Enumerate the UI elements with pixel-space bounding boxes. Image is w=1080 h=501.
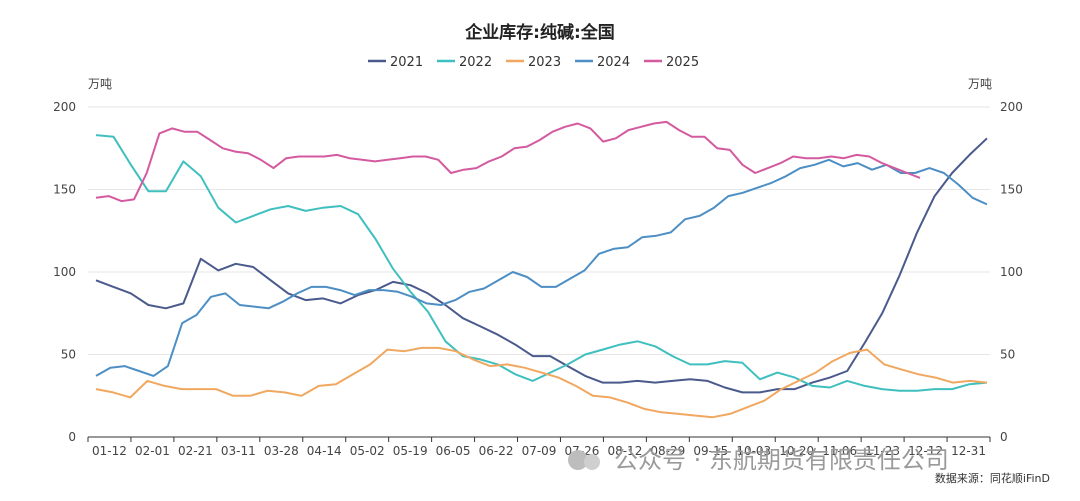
x-tick-label-03-11: 03-11 — [221, 444, 256, 458]
x-tick-label-10-03: 10-03 — [736, 444, 771, 458]
x-tick-label-01-12: 01-12 — [92, 444, 127, 458]
x-tick-label-02-01: 02-01 — [135, 444, 170, 458]
legend: 2021 2022 2023 2024 2025 — [368, 55, 699, 70]
y-tick-right-100: 100 — [1000, 265, 1023, 279]
data-source: 数据来源：同花顺iFinD — [935, 471, 1050, 485]
legend-item-2024: 2024 — [575, 55, 630, 70]
watermark-text: 公众号 · 东航期货有限责任公司 — [614, 446, 949, 474]
series-line-2024 — [95, 158, 988, 377]
y-tick-right-50: 50 — [1000, 348, 1015, 362]
x-tick-label-08-29: 08-29 — [650, 444, 685, 458]
legend-label-2024: 2024 — [597, 55, 630, 70]
x-tick-label-05-02: 05-02 — [350, 444, 385, 458]
legend-label-2023: 2023 — [528, 55, 561, 70]
legend-item-2022: 2022 — [437, 55, 492, 70]
legend-item-2021: 2021 — [368, 55, 423, 70]
x-tick-label-12-12: 12-12 — [908, 444, 943, 458]
x-tick-label-02-21: 02-21 — [178, 444, 213, 458]
legend-label-2022: 2022 — [459, 55, 492, 70]
x-tick-label-11-23: 11-23 — [865, 444, 900, 458]
series-lines — [95, 120, 988, 419]
series-line-2022 — [95, 134, 988, 392]
x-tick-label-10-20: 10-20 — [779, 444, 814, 458]
grid-lines — [88, 106, 990, 355]
y-tick-right-200: 200 — [1000, 100, 1023, 114]
series-line-2025 — [95, 120, 921, 203]
x-tick-label-05-19: 05-19 — [393, 444, 428, 458]
x-tick-label-07-09: 07-09 — [522, 444, 557, 458]
y-tick-left-0: 0 — [68, 430, 76, 444]
x-tick-label-06-22: 06-22 — [479, 444, 514, 458]
y-unit-left: 万吨 — [88, 77, 112, 91]
y-axis-ticks: 0 0 50 50 100 100 150 150 200 200 — [53, 100, 1023, 444]
y-tick-right-0: 0 — [1000, 430, 1008, 444]
x-tick-label-11-06: 11-06 — [822, 444, 857, 458]
legend-label-2021: 2021 — [390, 55, 423, 70]
legend-item-2023: 2023 — [506, 55, 561, 70]
x-tick-label-12-31: 12-31 — [951, 444, 986, 458]
x-tick-label-06-05: 06-05 — [436, 444, 471, 458]
y-tick-right-150: 150 — [1000, 183, 1023, 197]
series-line-2023 — [95, 346, 988, 419]
y-tick-left-200: 200 — [53, 100, 76, 114]
x-tick-label-03-28: 03-28 — [264, 444, 299, 458]
legend-label-2025: 2025 — [666, 55, 699, 70]
y-tick-left-100: 100 — [53, 265, 76, 279]
y-tick-left-50: 50 — [61, 348, 76, 362]
x-tick-label-08-12: 08-12 — [607, 444, 642, 458]
watermark-logo-icon — [568, 450, 600, 470]
y-unit-right: 万吨 — [968, 77, 992, 91]
chart-title: 企业库存:纯碱:全国 — [464, 22, 615, 43]
legend-item-2025: 2025 — [644, 55, 699, 70]
x-axis-ticks: 01-12 02-01 02-21 03-11 03-28 04-14 05-02 05-19… — [87, 437, 991, 458]
x-tick-label-04-14: 04-14 — [307, 444, 342, 458]
x-tick-label-09-15: 09-15 — [693, 444, 728, 458]
series-line-2021 — [95, 137, 988, 394]
y-tick-left-150: 150 — [53, 183, 76, 197]
